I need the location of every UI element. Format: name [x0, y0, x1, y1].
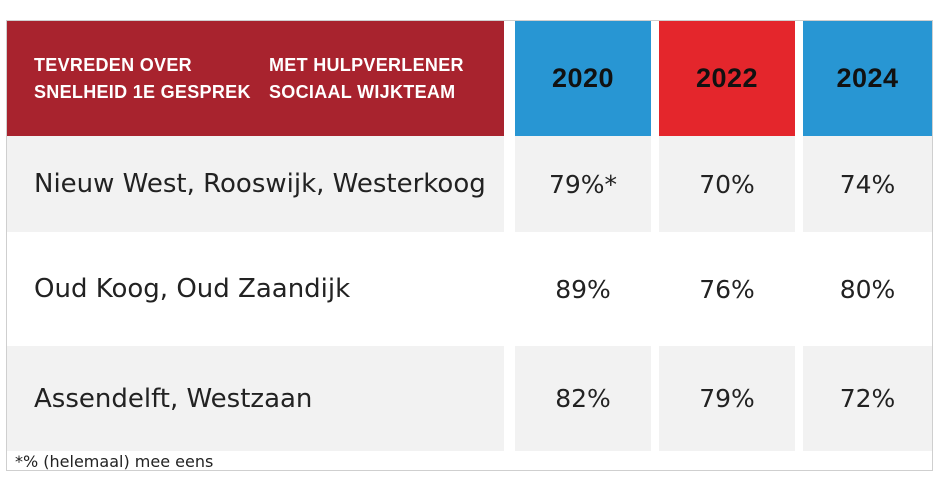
table-cell: 70% [659, 136, 795, 232]
table-cell: 80% [803, 232, 932, 346]
table-cell: 82% [515, 346, 651, 451]
title-line-2: MET HULPVERLENER SOCIAAL WIJKTEAM [269, 54, 464, 102]
row-label-assendelft: Assendelft, Westzaan [7, 346, 504, 451]
table-cell: 79% [659, 346, 795, 451]
footnote: *% (helemaal) mee eens [15, 452, 214, 471]
table-cell: 76% [659, 232, 795, 346]
column-header-2020: 2020 [515, 21, 651, 136]
table-title: TEVREDEN OVER SNELHEID 1E GESPREK MET HU… [7, 21, 504, 136]
satisfaction-table: TEVREDEN OVER SNELHEID 1E GESPREK MET HU… [7, 21, 932, 451]
table-cell: 89% [515, 232, 651, 346]
row-label-oud-koog: Oud Koog, Oud Zaandijk [7, 232, 504, 346]
column-header-2022: 2022 [659, 21, 795, 136]
row-label-nieuw-west: Nieuw West, Rooswijk, Westerkoog [7, 136, 504, 232]
table-cell: 79%* [515, 136, 651, 232]
title-line-1: TEVREDEN OVER SNELHEID 1E GESPREK [34, 54, 251, 102]
column-header-2024: 2024 [803, 21, 932, 136]
table-cell: 74% [803, 136, 932, 232]
table-cell: 72% [803, 346, 932, 451]
